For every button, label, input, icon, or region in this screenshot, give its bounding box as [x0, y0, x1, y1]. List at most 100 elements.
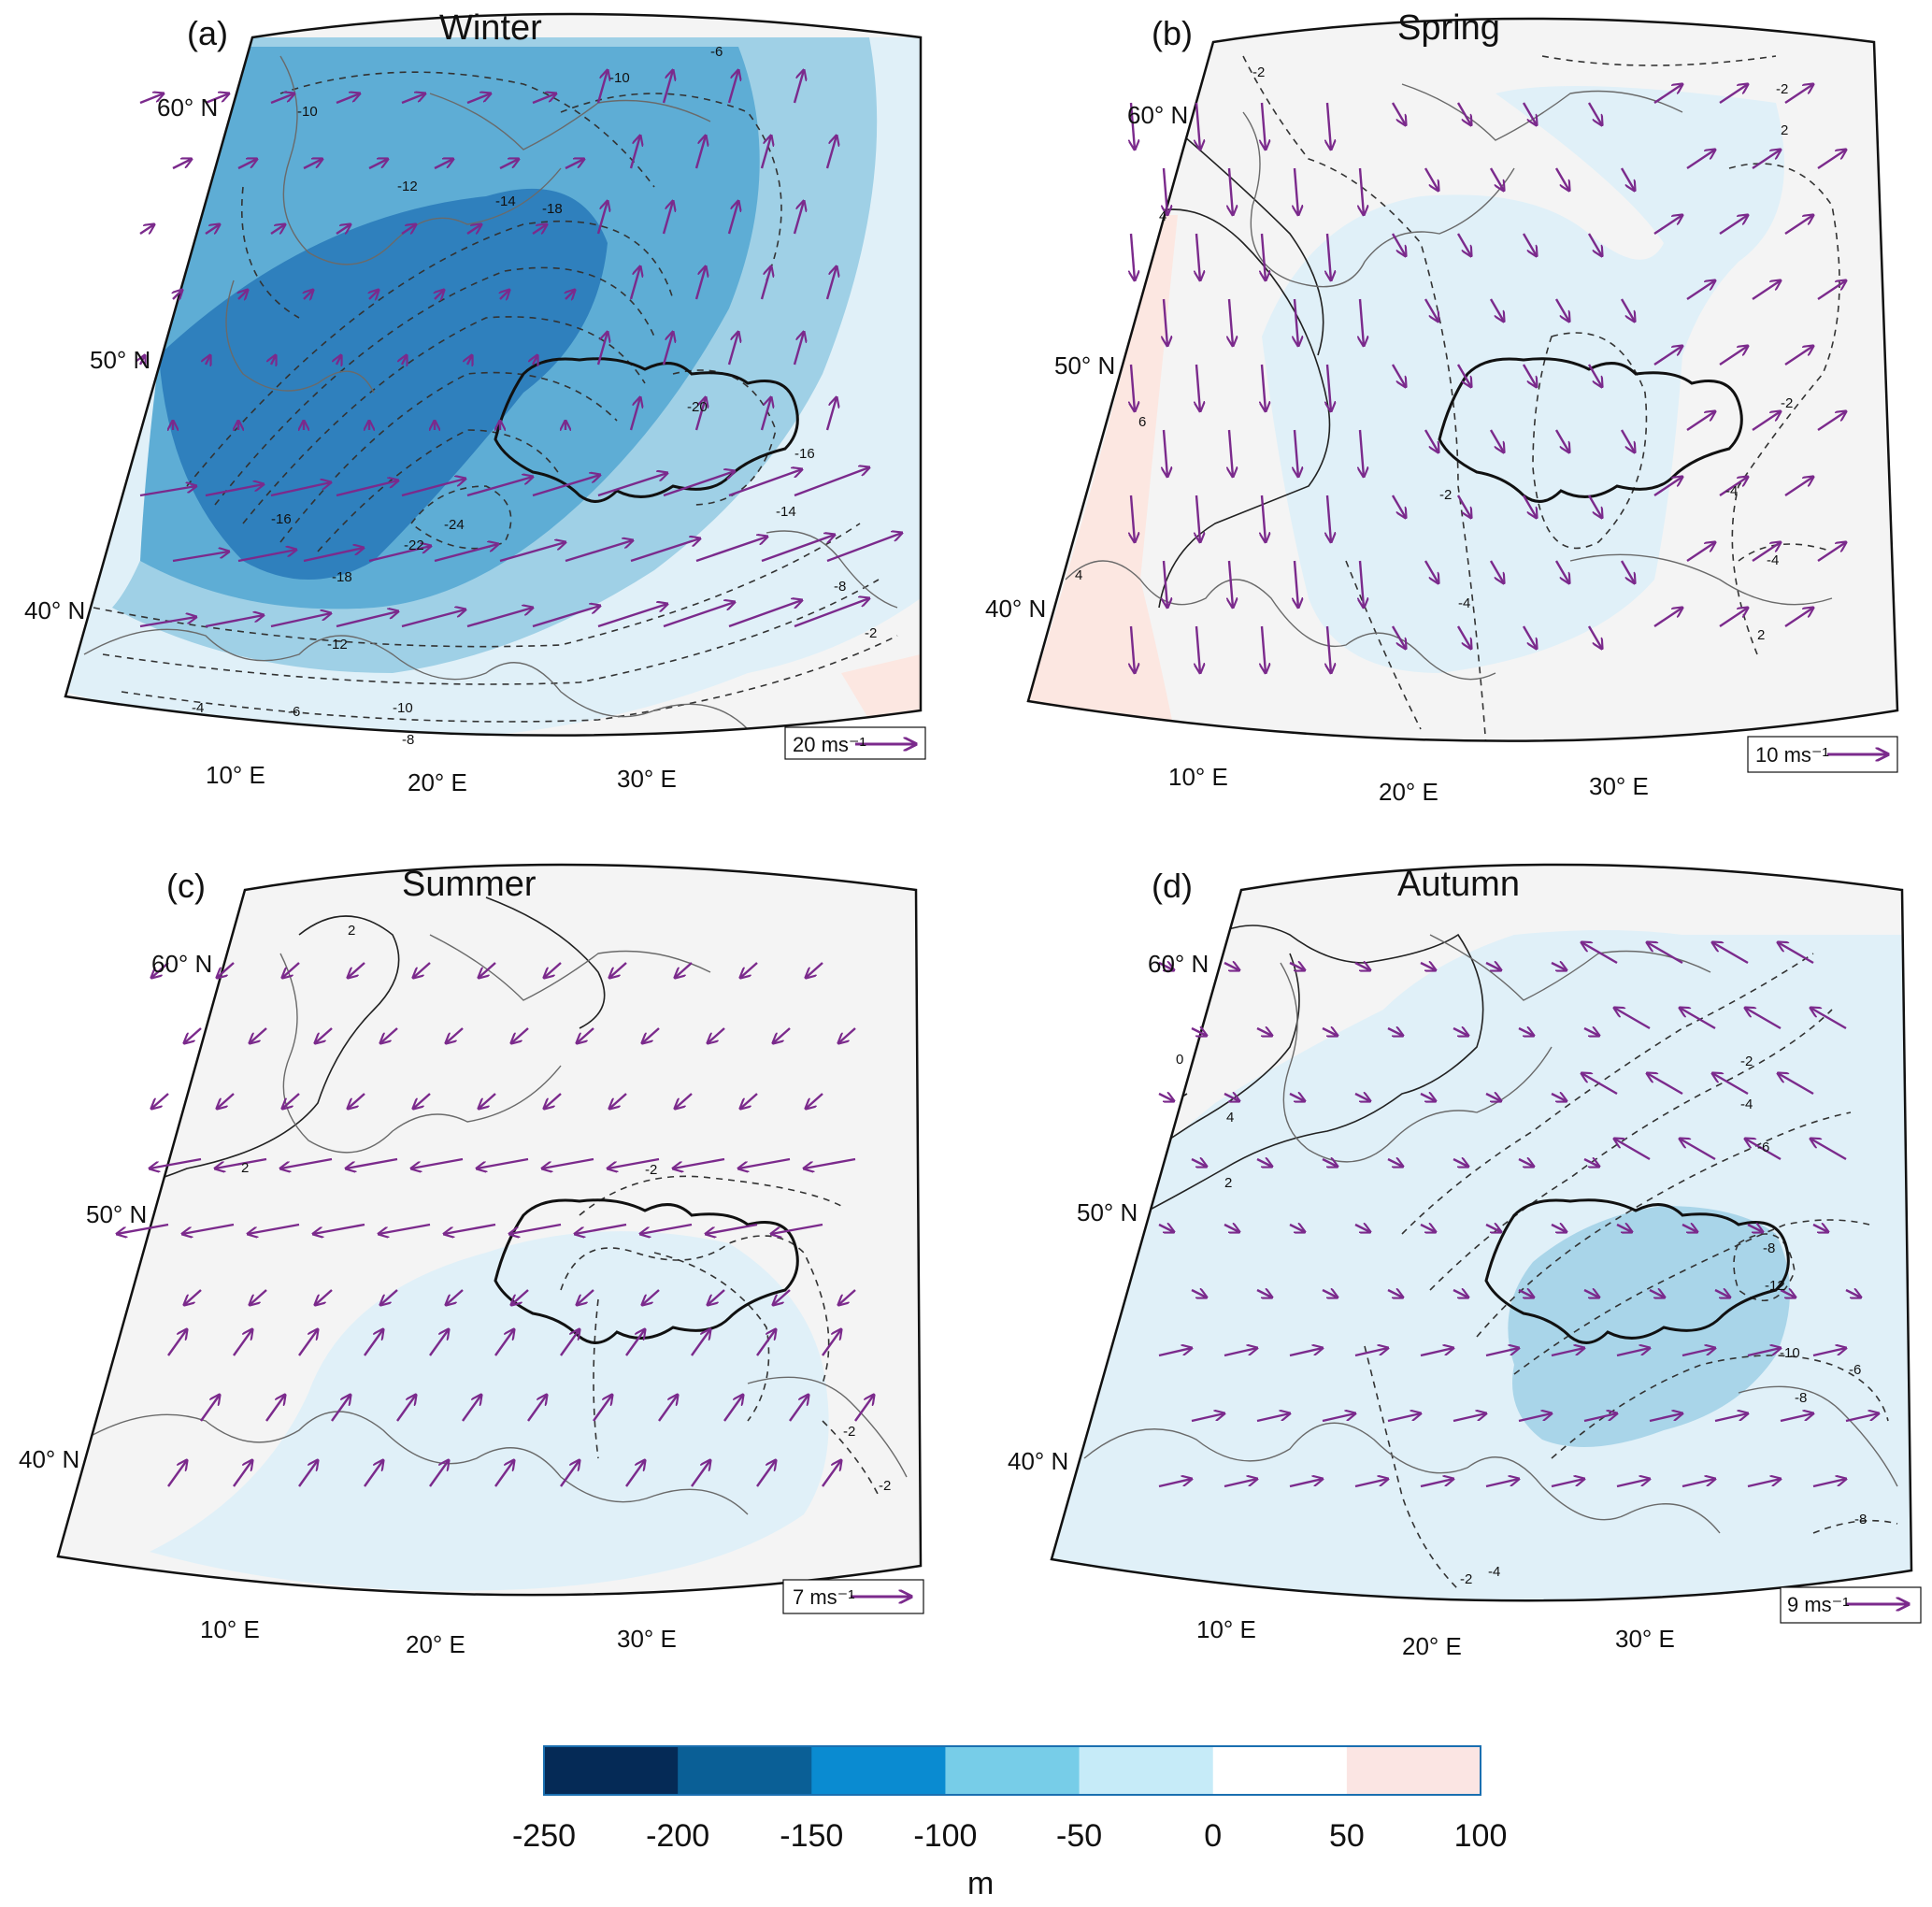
colorbar-swatch [811, 1746, 946, 1795]
reference-vector-label: 9 ms⁻¹ [1787, 1593, 1850, 1616]
wind-vector [1387, 1159, 1403, 1167]
wind-vector [728, 469, 802, 497]
wind-vector [511, 1289, 529, 1305]
wind-vector [1653, 346, 1682, 366]
wind-vectors [1131, 84, 1846, 673]
wind-vector [1522, 625, 1537, 649]
svg-text:-2: -2 [879, 1478, 891, 1494]
wind-vector [1424, 167, 1438, 191]
wind-vector [1554, 167, 1569, 191]
wind-vector [1453, 1028, 1468, 1036]
wind-vector [662, 201, 673, 235]
wind-vector [265, 1395, 285, 1422]
wind-vector [1196, 102, 1200, 150]
wind-vector [1322, 1413, 1355, 1423]
svg-text:2: 2 [241, 1160, 249, 1176]
wind-vector [1354, 963, 1370, 970]
wind-vector [1620, 429, 1635, 452]
wind-vector [462, 1395, 481, 1422]
wind-vector [200, 1395, 220, 1422]
lon-label-30: 30° E [617, 765, 677, 793]
wind-vector [1158, 1225, 1174, 1232]
wind-vector [348, 1093, 365, 1109]
colorbar-swatch [1212, 1746, 1348, 1795]
svg-text:4: 4 [1159, 208, 1166, 224]
wind-vector [1784, 84, 1813, 104]
lon-label-20: 20° E [1379, 778, 1438, 806]
anomaly-band-0-to-minus-50 [150, 1231, 829, 1591]
map-frame [1050, 863, 1913, 1602]
wind-vector [629, 266, 640, 300]
wind-vector [1360, 167, 1364, 215]
wind-vector [1354, 1094, 1370, 1101]
panel-letter: (a) [187, 14, 228, 52]
wind-vector [1554, 429, 1569, 452]
wind-vector [1614, 1139, 1651, 1161]
colorbar-swatches [544, 1746, 1481, 1795]
wind-vector [117, 1223, 169, 1234]
colorbar-swatch [1346, 1746, 1481, 1795]
colorbar-swatch [544, 1746, 679, 1795]
wind-vector [1391, 495, 1406, 518]
wind-vector [1289, 1479, 1323, 1488]
wind-vector [1647, 1073, 1683, 1096]
wind-vector [565, 540, 633, 563]
wind-vector [728, 600, 802, 628]
wind-vector [1256, 1159, 1272, 1167]
svg-text:-18: -18 [332, 569, 352, 585]
lat-label-60: 60° N [1127, 101, 1188, 129]
wind-vector [1224, 1348, 1257, 1357]
svg-text:2: 2 [348, 923, 355, 939]
wind-vector [499, 542, 565, 563]
wind-vector [1752, 280, 1781, 300]
wind-vector [313, 1223, 365, 1234]
wind-vector [1453, 1413, 1486, 1423]
svg-text:-6: -6 [1849, 1362, 1861, 1378]
wind-vector [434, 544, 498, 563]
wind-vector [597, 473, 667, 497]
wind-vector [1714, 1290, 1730, 1298]
wind-vector [140, 355, 145, 365]
wind-vector [1620, 298, 1635, 322]
wind-vector [1583, 1413, 1617, 1423]
wind-vector [151, 1093, 169, 1109]
wind-vector [1784, 215, 1813, 235]
wind-vector [1191, 1413, 1224, 1423]
wind-vector [282, 962, 300, 978]
wind-vector [1522, 364, 1537, 387]
svg-text:-10: -10 [393, 700, 413, 716]
wind-vector [1164, 167, 1167, 215]
wind-vector [694, 266, 706, 300]
wind-vector [694, 397, 706, 431]
wind-vector [271, 355, 276, 365]
svg-text:2: 2 [1224, 1175, 1232, 1191]
reference-vector-label: 20 ms⁻¹ [793, 733, 866, 756]
svg-text:-2: -2 [1460, 1571, 1472, 1587]
wind-vector [560, 1329, 580, 1356]
wind-vector [1719, 346, 1748, 366]
wind-vector [1522, 495, 1537, 518]
wind-vector [270, 224, 285, 235]
wind-vector [1196, 364, 1200, 411]
wind-vector [1719, 477, 1748, 496]
wind-vector [1224, 1094, 1239, 1101]
wind-vector [608, 1157, 660, 1169]
wind-vector [1191, 1290, 1207, 1298]
wind-vector [1420, 1094, 1436, 1101]
wind-vector [336, 611, 398, 628]
wind-vector [1456, 102, 1471, 125]
wind-vector [1518, 1028, 1534, 1036]
wind-vector [793, 201, 804, 235]
wind-vector [1812, 1479, 1846, 1488]
wind-vector [413, 1093, 431, 1109]
wind-vector [806, 962, 823, 978]
wind-vector [298, 1460, 318, 1487]
wind-vector [494, 1460, 514, 1487]
wind-vector [673, 1157, 725, 1169]
wind-vector [1327, 102, 1331, 150]
wind-vector [708, 1027, 725, 1043]
wind-vector [364, 1460, 383, 1487]
wind-vector [771, 1223, 823, 1234]
coastlines [1065, 83, 1833, 681]
wind-vector [789, 1395, 809, 1422]
